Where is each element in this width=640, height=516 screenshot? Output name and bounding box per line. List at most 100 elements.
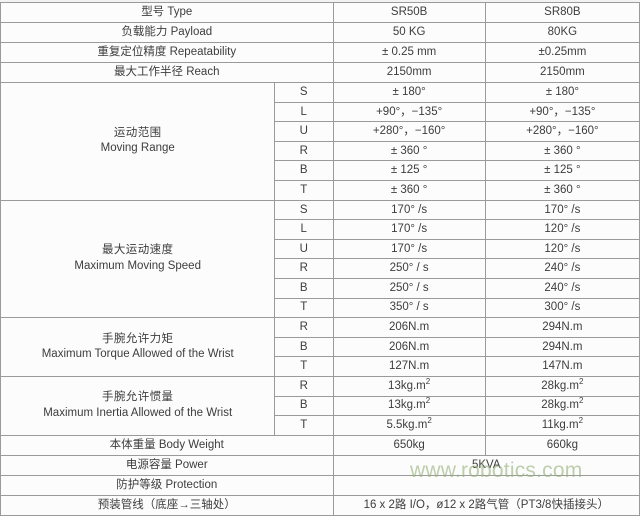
cell-payload-sr50b: 50 KG xyxy=(332,22,486,43)
table-row-reach: 最大工作半径 Reach 2150mm 2150mm xyxy=(0,62,640,83)
group-label-moving-range-cn: 运动范围 xyxy=(113,126,162,139)
axis-label-r: R xyxy=(274,317,334,338)
cell-moving-range-l-sr80b: +90°，−135° xyxy=(484,101,640,123)
row-label-body-weight: 本体重量 Body Weight xyxy=(0,434,334,456)
cell-reach-sr50b: 2150mm xyxy=(332,62,486,83)
cell-repeatability-sr50b: ± 0.25 mm xyxy=(332,42,486,63)
exponent: 2 xyxy=(425,396,431,406)
value-text: 13kg.m xyxy=(388,399,426,412)
table-row-torque-r: 手腕允许力矩 Maximum Torque Allowed of the Wri… xyxy=(0,317,640,377)
group-label-inertia-en: Maximum Inertia Allowed of the Wrist xyxy=(43,406,233,419)
table-row-repeatability: 重复定位精度 Repeatability ± 0.25 mm ±0.25mm xyxy=(0,42,640,63)
group-label-maximum-moving-speed: 最大运动速度 Maximum Moving Speed xyxy=(0,199,276,319)
cell-reach-sr80b: 2150mm xyxy=(484,62,640,83)
cell-moving-range-l-sr50b: +90°，−135° xyxy=(332,101,486,123)
row-label-power: 电源容量 Power xyxy=(0,454,334,476)
table-row-power: 电源容量 Power 5KVA xyxy=(0,454,640,476)
group-label-speed-en: Maximum Moving Speed xyxy=(74,259,201,272)
exponent: 2 xyxy=(427,416,432,426)
row-label-reach: 最大工作半径 Reach xyxy=(0,62,334,83)
table-row-inertia-r: 手腕允许惯量 Maximum Inertia Allowed of the Wr… xyxy=(0,375,640,436)
table-row-torque-t: T 127N.m 147N.m xyxy=(1,356,640,377)
cell-moving-range-s-sr80b: ± 180° xyxy=(484,82,640,103)
group-label-torque-en: Maximum Torque Allowed of the Wrist xyxy=(41,348,234,361)
cell-speed-r-sr80b: 240° /s xyxy=(484,258,640,279)
header-model-sr80b: SR80B xyxy=(484,2,640,23)
cell-moving-range-u-sr50b: +280°，−160° xyxy=(332,121,486,142)
table-row-moving-range-b: B ± 125 ° ± 125 ° xyxy=(1,160,640,181)
cell-speed-t-sr80b: 300° /s xyxy=(484,297,640,319)
table-row-moving-range-r: R ± 360 ° ± 360 ° xyxy=(1,140,640,162)
cell-moving-range-t-sr80b: ± 360 ° xyxy=(484,179,640,201)
cell-speed-s-sr80b: 170° /s xyxy=(484,199,640,221)
table-row-payload: 负载能力 Payload 50 KG 80KG xyxy=(0,22,640,43)
value-text: 28kg.m xyxy=(541,399,579,412)
cell-torque-t-sr50b: 127N.m xyxy=(332,356,486,377)
exponent: 2 xyxy=(425,377,431,387)
axis-label-t: T xyxy=(274,179,334,201)
cell-torque-b-sr80b: 294N.m xyxy=(484,336,640,358)
cell-speed-t-sr50b: 350° / s xyxy=(332,297,486,319)
cell-preinstalled-piping-value: 16 x 2路 I/O，ø12 x 2路气管（PT3/8快插接头） xyxy=(332,494,640,516)
axis-label-b: B xyxy=(274,277,334,299)
cell-speed-u-sr80b: 120° /s xyxy=(484,238,640,260)
table-row-speed-l: L 170° /s 120° /s xyxy=(1,219,640,240)
cell-moving-range-s-sr50b: ± 180° xyxy=(332,82,486,103)
table-row-moving-range-t: T ± 360 ° ± 360 ° xyxy=(1,179,640,201)
axis-label-b: B xyxy=(274,395,334,417)
axis-label-b: B xyxy=(274,160,334,181)
cell-speed-s-sr50b: 170° /s xyxy=(332,199,486,221)
exponent: 2 xyxy=(579,396,584,406)
cell-torque-b-sr50b: 206N.m xyxy=(332,336,486,358)
cell-protection-value xyxy=(332,474,640,496)
cell-body-weight-sr80b: 660kg xyxy=(484,434,640,456)
group-label-torque-cn: 手腕允许力矩 xyxy=(102,332,174,345)
axis-label-r: R xyxy=(274,375,334,397)
row-label-repeatability: 重复定位精度 Repeatability xyxy=(0,42,334,63)
cell-moving-range-r-sr80b: ± 360 ° xyxy=(484,140,640,162)
cell-speed-b-sr50b: 250° / s xyxy=(332,277,486,299)
axis-label-t: T xyxy=(274,297,334,319)
table-row-preinstalled-piping: 预装管线（底座→三轴处） 16 x 2路 I/O，ø12 x 2路气管（PT3/… xyxy=(0,494,640,516)
axis-label-u: U xyxy=(274,121,334,142)
group-label-moving-range-en: Moving Range xyxy=(100,142,175,155)
table-row-moving-range-s: 运动范围 Moving Range S ± 180° ± 180° xyxy=(0,82,640,201)
cell-moving-range-u-sr80b: +280°，−160° xyxy=(484,121,640,142)
group-label-maximum-inertia: 手腕允许惯量 Maximum Inertia Allowed of the Wr… xyxy=(0,375,276,436)
axis-label-r: R xyxy=(274,258,334,279)
table-header-row: 型号 Type SR50B SR80B xyxy=(0,2,640,23)
table-row-speed-s: 最大运动速度 Maximum Moving Speed S 170° /s 17… xyxy=(0,199,640,319)
cell-inertia-b-sr80b: 28kg.m2 xyxy=(484,395,640,417)
cell-moving-range-t-sr50b: ± 360 ° xyxy=(332,179,486,201)
table-row-protection: 防护等级 Protection xyxy=(0,474,640,496)
cell-speed-l-sr50b: 170° /s xyxy=(332,219,486,240)
top-edge-band xyxy=(0,0,640,2)
header-model-sr50b: SR50B xyxy=(332,2,486,23)
cell-repeatability-sr80b: ±0.25mm xyxy=(484,42,640,63)
cell-speed-b-sr80b: 240° /s xyxy=(484,277,640,299)
axis-label-u: U xyxy=(274,238,334,260)
cell-power-value: 5KVA xyxy=(332,454,640,476)
cell-inertia-r-sr50b: 13kg.m2 xyxy=(332,375,486,397)
cell-payload-sr80b: 80KG xyxy=(484,22,640,43)
table-row-body-weight: 本体重量 Body Weight 650kg 660kg xyxy=(0,434,640,456)
cell-speed-l-sr80b: 120° /s xyxy=(484,219,640,240)
table-row-inertia-t: T 5.5kg.m2 11kg.m2 xyxy=(1,415,640,436)
axis-label-t: T xyxy=(274,415,334,436)
row-label-protection: 防护等级 Protection xyxy=(0,474,334,496)
cell-inertia-b-sr50b: 13kg.m2 xyxy=(332,395,486,417)
cell-speed-u-sr50b: 170° /s xyxy=(332,238,486,260)
axis-label-t: T xyxy=(274,356,334,377)
cell-body-weight-sr50b: 650kg xyxy=(332,434,486,456)
value-text: 13kg.m xyxy=(388,379,426,392)
cell-torque-r-sr50b: 206N.m xyxy=(332,317,486,338)
cell-inertia-r-sr80b: 28kg.m2 xyxy=(484,375,640,397)
axis-label-b: B xyxy=(274,336,334,358)
cell-moving-range-r-sr50b: ± 360 ° xyxy=(332,140,486,162)
axis-label-l: L xyxy=(274,219,334,240)
axis-label-s: S xyxy=(274,82,334,103)
header-label-type: 型号 Type xyxy=(0,2,334,23)
cell-torque-t-sr80b: 147N.m xyxy=(484,356,640,377)
